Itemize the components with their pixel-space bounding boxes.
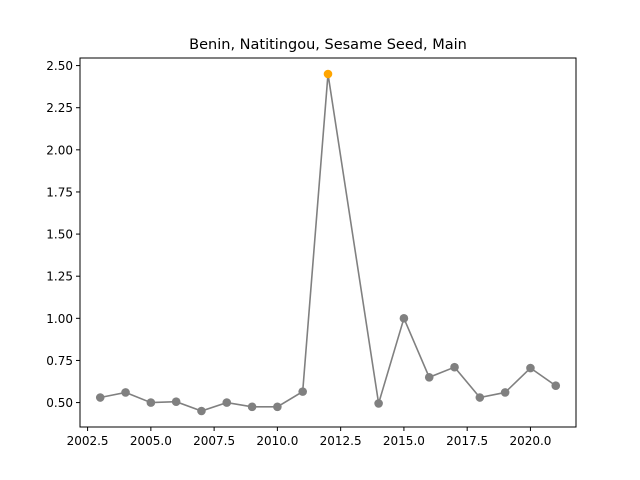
x-tick-label: 2007.5	[193, 434, 235, 448]
chart-title: Benin, Natitingou, Sesame Seed, Main	[189, 37, 467, 53]
data-point	[526, 363, 535, 373]
data-point	[121, 388, 130, 397]
x-tick-label: 2012.5	[320, 434, 362, 448]
data-point	[424, 372, 434, 382]
highlighted-data-point	[323, 69, 333, 79]
data-point	[450, 362, 459, 372]
y-tick-label: 2.50	[46, 59, 73, 73]
data-point	[146, 398, 156, 407]
data-point	[171, 397, 181, 407]
data-point	[399, 314, 409, 323]
x-tick-label: 2020.0	[509, 434, 551, 448]
x-axis: 2002.5 2005.0 2007.5 2010.0 2012.5 2015.0 2017…	[67, 427, 551, 448]
x-tick-label: 2010.0	[256, 434, 298, 448]
data-point	[222, 398, 232, 407]
x-tick-label: 2002.5	[67, 434, 109, 448]
y-tick-label: 0.75	[46, 354, 73, 368]
y-tick-label: 2.00	[46, 143, 73, 157]
data-point	[197, 406, 206, 416]
y-tick-label: 1.00	[46, 312, 73, 326]
plot-area	[95, 69, 561, 416]
data-point	[298, 387, 307, 396]
data-point	[551, 381, 561, 391]
y-tick-label: 1.75	[46, 185, 73, 199]
x-tick-label: 2005.0	[130, 434, 172, 448]
y-tick-label: 1.25	[46, 270, 73, 284]
x-tick-label: 2015.0	[383, 434, 425, 448]
series-line	[100, 73, 557, 412]
x-tick-label: 2017.5	[446, 434, 488, 448]
y-tick-label: 1.50	[46, 228, 73, 242]
y-tick-label: 0.50	[46, 396, 73, 410]
y-axis: 0.50 0.75 1.00 1.25 1.50 1.75 2.00 2.25 2.50	[46, 59, 80, 410]
data-point	[500, 388, 510, 397]
data-point	[374, 399, 383, 408]
data-point	[475, 393, 485, 402]
data-point	[95, 393, 105, 402]
y-tick-label: 2.25	[46, 101, 73, 115]
data-point	[273, 402, 282, 412]
axes-frame	[79, 57, 577, 428]
data-point	[247, 402, 257, 412]
